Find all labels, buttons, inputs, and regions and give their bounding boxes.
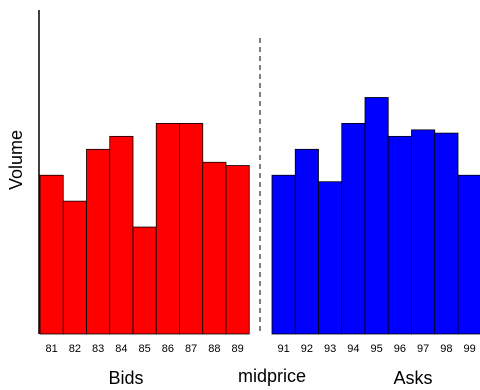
x-tick-label-96: 96 — [394, 343, 406, 355]
x-tick-label-97: 97 — [417, 343, 429, 355]
ask-bar-95 — [364, 97, 389, 335]
ask-bar-92 — [294, 148, 319, 335]
ask-bar-96 — [387, 135, 412, 335]
x-tick-label-88: 88 — [208, 343, 220, 355]
bid-bar-81 — [39, 174, 64, 335]
ask-bar-99 — [457, 174, 480, 335]
x-tick-label-89: 89 — [232, 343, 244, 355]
x-tick-label-81: 81 — [46, 343, 58, 355]
x-tick-label-94: 94 — [347, 343, 359, 355]
x-tick-label-91: 91 — [278, 343, 290, 355]
midprice-label: midprice — [238, 366, 306, 386]
bid-bar-88 — [202, 161, 227, 335]
x-tick-label-86: 86 — [162, 343, 174, 355]
bars-layer — [39, 97, 480, 335]
ask-bar-91 — [271, 174, 296, 335]
x-tick-label-87: 87 — [185, 343, 197, 355]
x-tick-label-99: 99 — [464, 343, 476, 355]
x-tick-label-82: 82 — [69, 343, 81, 355]
bids-label: Bids — [108, 368, 143, 388]
x-tick-label-92: 92 — [301, 343, 313, 355]
bid-bar-87 — [179, 123, 204, 335]
x-tick-label-93: 93 — [324, 343, 336, 355]
y-axis-label: Volume — [6, 130, 26, 190]
bid-bar-89 — [225, 165, 250, 335]
x-tick-label-83: 83 — [92, 343, 104, 355]
ask-bar-98 — [434, 132, 459, 335]
ask-bar-97 — [411, 129, 436, 335]
bid-bar-82 — [62, 200, 87, 335]
x-tick-label-98: 98 — [440, 343, 452, 355]
bid-bar-84 — [109, 135, 134, 335]
x-tick-label-95: 95 — [371, 343, 383, 355]
x-tick-label-84: 84 — [115, 343, 127, 355]
bid-bar-86 — [155, 123, 180, 335]
ask-bar-94 — [341, 123, 366, 335]
bid-bar-83 — [86, 148, 111, 335]
asks-label: Asks — [393, 368, 432, 388]
tick-labels: 81 82 83 84 85 86 87 88 89 91 92 93 94 95 96 97 98 99 — [46, 343, 476, 355]
ask-bar-93 — [318, 181, 343, 335]
bid-bar-85 — [132, 226, 157, 335]
x-tick-label-85: 85 — [139, 343, 151, 355]
